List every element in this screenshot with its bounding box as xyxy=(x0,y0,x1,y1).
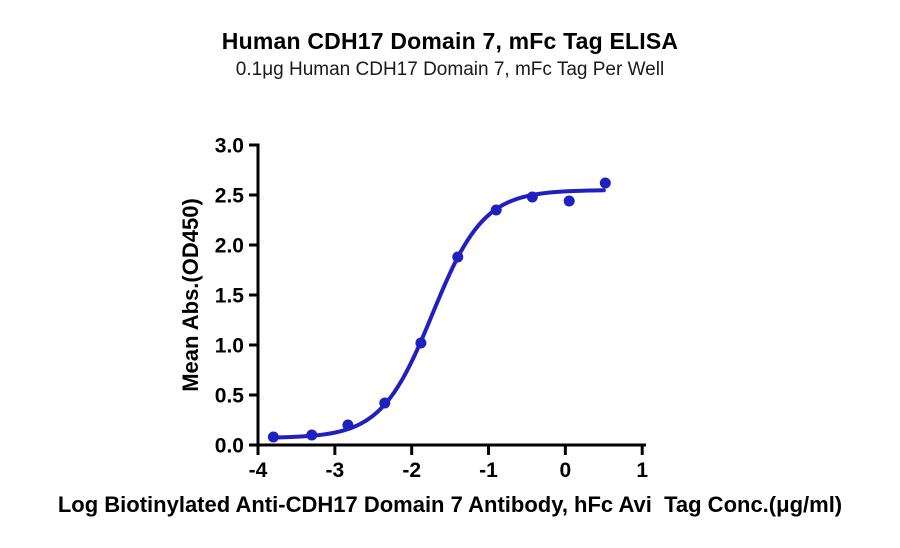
y-tick-label: 2.0 xyxy=(215,234,244,257)
chart-title: Human CDH17 Domain 7, mFc Tag ELISA xyxy=(221,28,679,54)
fit-curve xyxy=(271,188,606,440)
x-tick-label: -1 xyxy=(479,459,498,482)
y-tick-label: 0.0 xyxy=(215,434,244,457)
data-point xyxy=(415,337,427,349)
x-tick-label: -3 xyxy=(325,459,344,482)
y-tick-label: 0.5 xyxy=(215,384,245,407)
x-tick-label: 1 xyxy=(636,459,648,482)
data-point xyxy=(306,429,318,441)
data-point xyxy=(599,177,611,189)
data-point xyxy=(490,204,502,216)
data-point xyxy=(267,431,279,443)
data-point xyxy=(452,251,464,263)
y-tick-label: 3.0 xyxy=(215,134,244,157)
data-point xyxy=(526,191,538,203)
x-tick-label: -2 xyxy=(402,459,421,482)
y-tick-label: 1.0 xyxy=(215,334,244,357)
x-axis-label: Log Biotinylated Anti-CDH17 Domain 7 Ant… xyxy=(57,492,843,517)
data-point xyxy=(563,195,575,207)
x-tick-label: -4 xyxy=(249,459,268,482)
x-tick-label: 0 xyxy=(560,459,572,482)
y-tick-label: 1.5 xyxy=(215,284,245,307)
y-tick-label: 2.5 xyxy=(215,184,245,207)
data-point xyxy=(342,419,354,431)
data-point xyxy=(379,397,391,409)
chart-subtitle: 0.1μg Human CDH17 Domain 7, mFc Tag Per … xyxy=(235,59,665,80)
